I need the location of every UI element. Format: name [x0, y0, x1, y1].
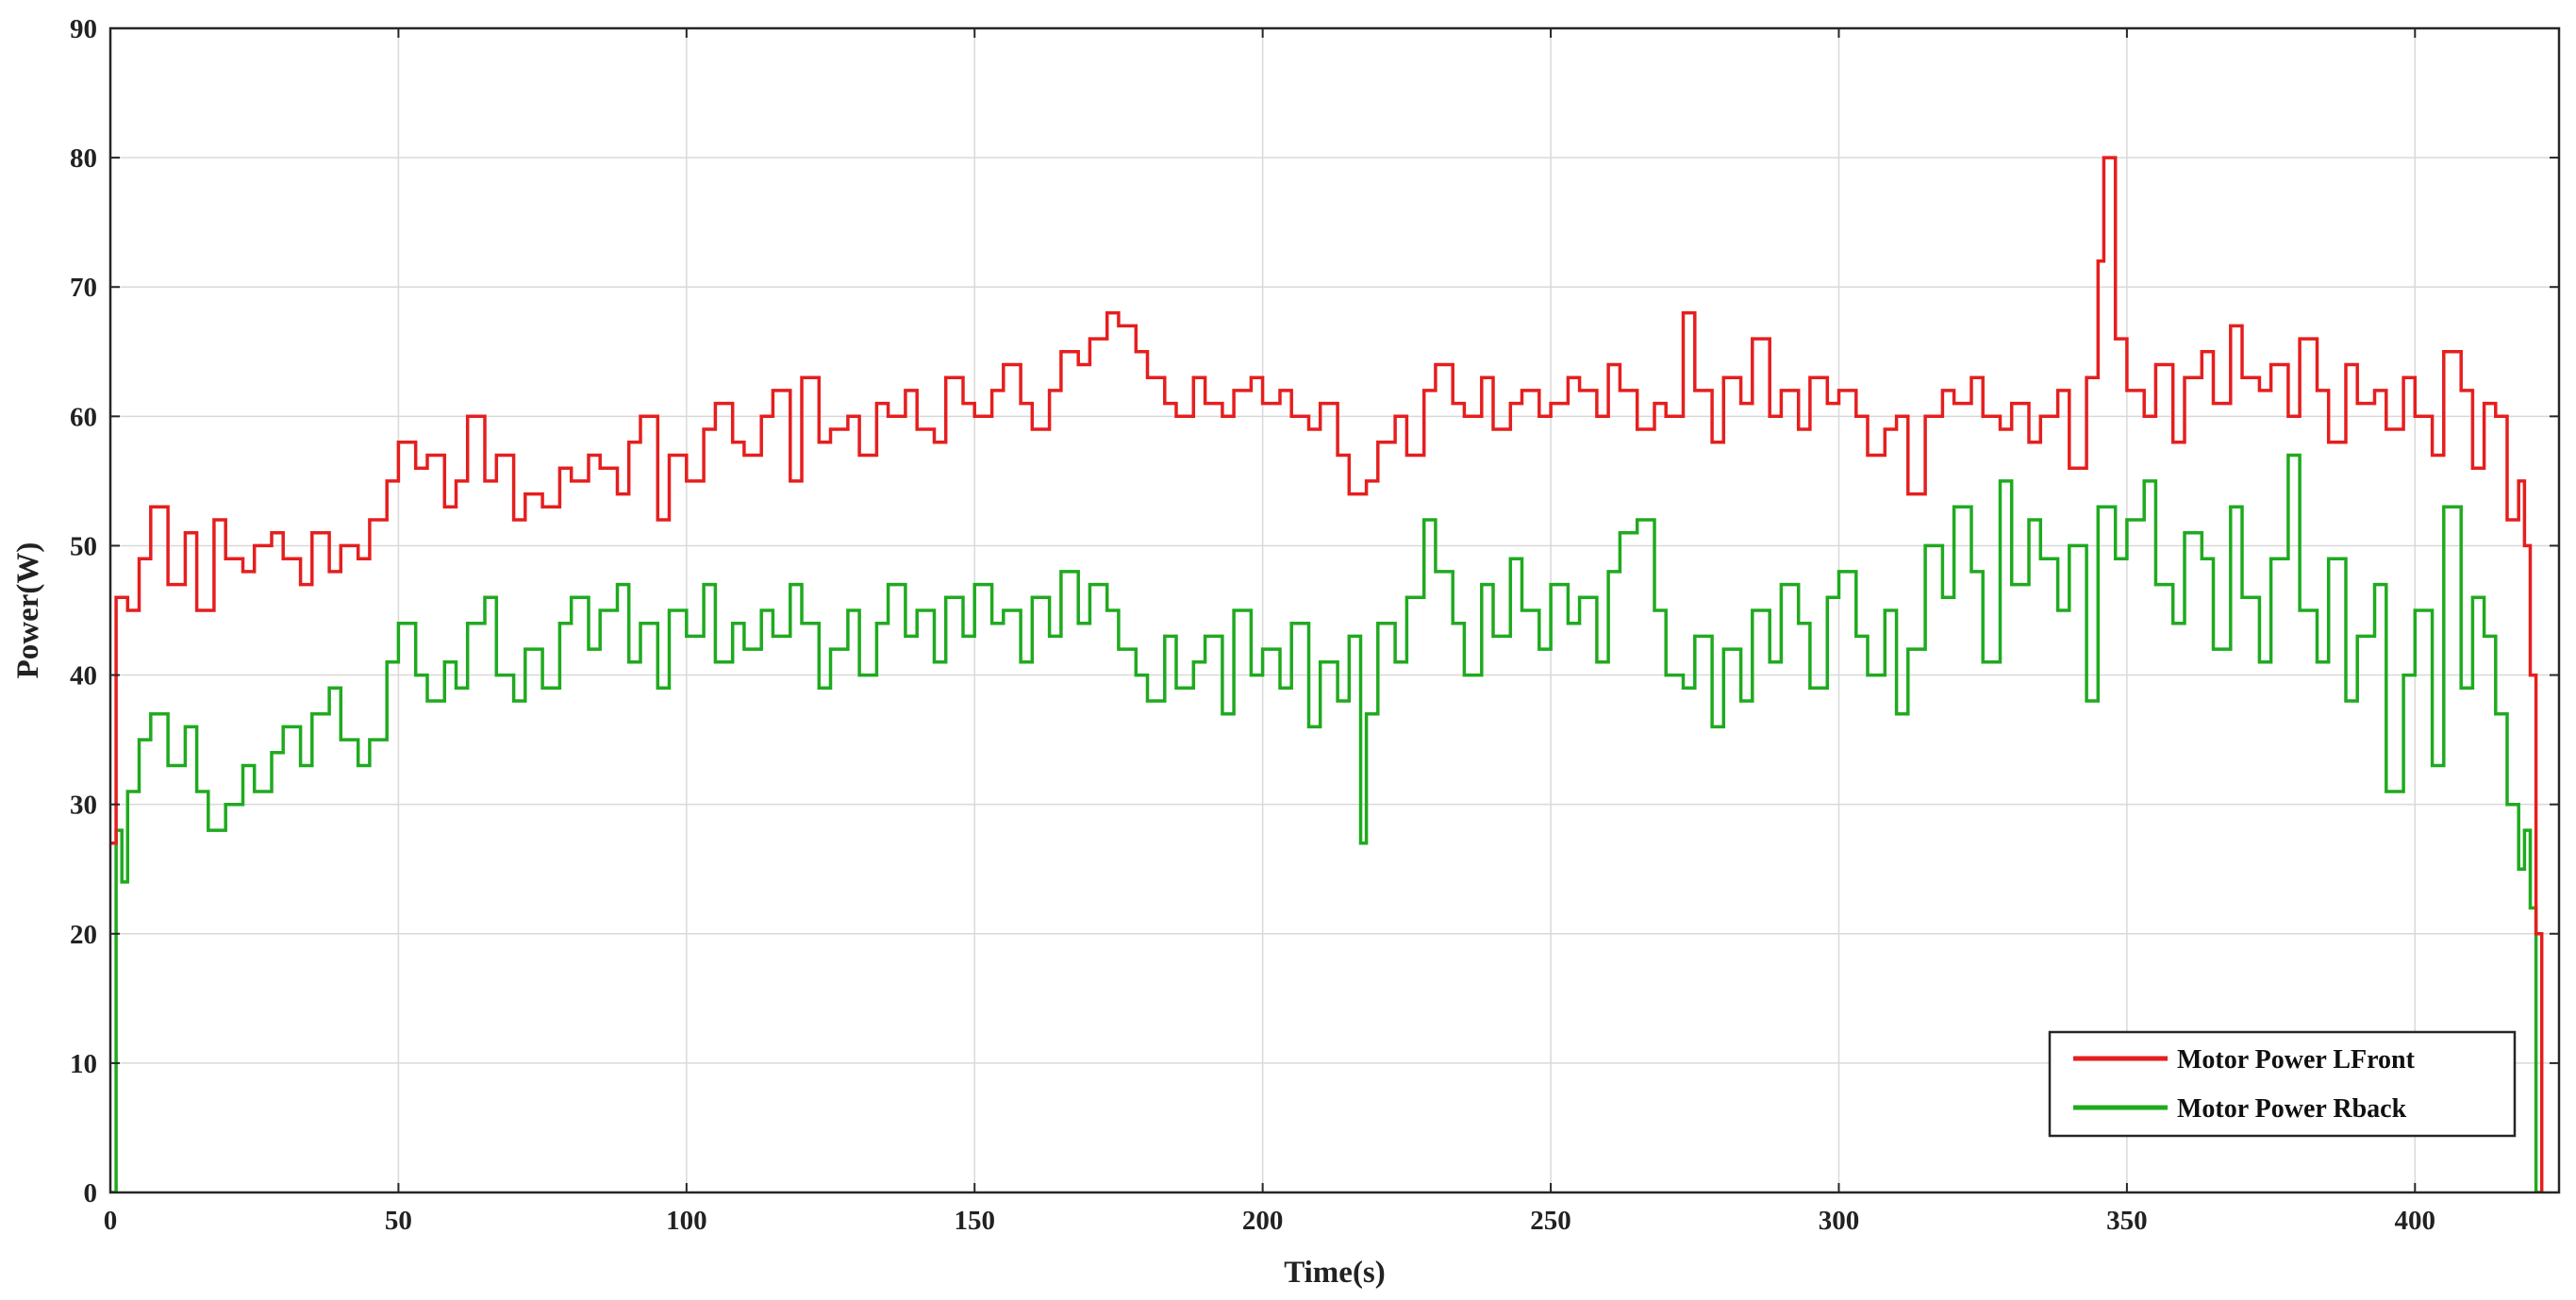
x-tick-label: 50: [385, 1206, 412, 1236]
axis-ticks: 0 50 100 150 200 250 300 350 400 0 10 20 30 40 50 60 70 8…: [70, 14, 2559, 1236]
y-tick-label: 30: [70, 791, 97, 821]
y-tick-label: 70: [70, 273, 97, 303]
legend: Motor Power LFront Motor Power Rback: [2048, 1030, 2517, 1138]
x-tick-label: 200: [1242, 1206, 1284, 1236]
x-tick-label: 100: [666, 1206, 707, 1236]
y-tick-label: 40: [70, 661, 97, 692]
x-tick-label: 400: [2395, 1206, 2436, 1236]
grid-lines: [110, 28, 2559, 1192]
x-tick-label: 0: [104, 1206, 118, 1236]
plot-frame: [108, 26, 2561, 1194]
y-tick-label: 0: [84, 1178, 98, 1208]
y-tick-label: 80: [70, 143, 97, 174]
y-tick-label: 10: [70, 1049, 97, 1079]
y-tick-label: 50: [70, 531, 97, 561]
series-line-motor-power-lfront: [110, 156, 2544, 1192]
series-lines: [110, 156, 2544, 1192]
x-tick-label: 150: [954, 1206, 995, 1236]
legend-label-motor-power-lfront: Motor Power LFront: [2177, 1045, 2416, 1075]
legend-label-motor-power-rback: Motor Power Rback: [2177, 1094, 2407, 1124]
y-axis-title: Power(W): [11, 542, 45, 679]
y-tick-label: 60: [70, 402, 97, 432]
x-axis-title: Time(s): [1284, 1256, 1386, 1290]
y-tick-label: 90: [70, 14, 97, 44]
series-line-motor-power-rback: [110, 453, 2542, 1192]
y-tick-label: 20: [70, 920, 97, 950]
x-tick-label: 300: [1819, 1206, 1860, 1236]
legend-box: [2048, 1030, 2517, 1138]
x-tick-label: 350: [2106, 1206, 2148, 1236]
x-tick-label: 250: [1530, 1206, 1571, 1236]
